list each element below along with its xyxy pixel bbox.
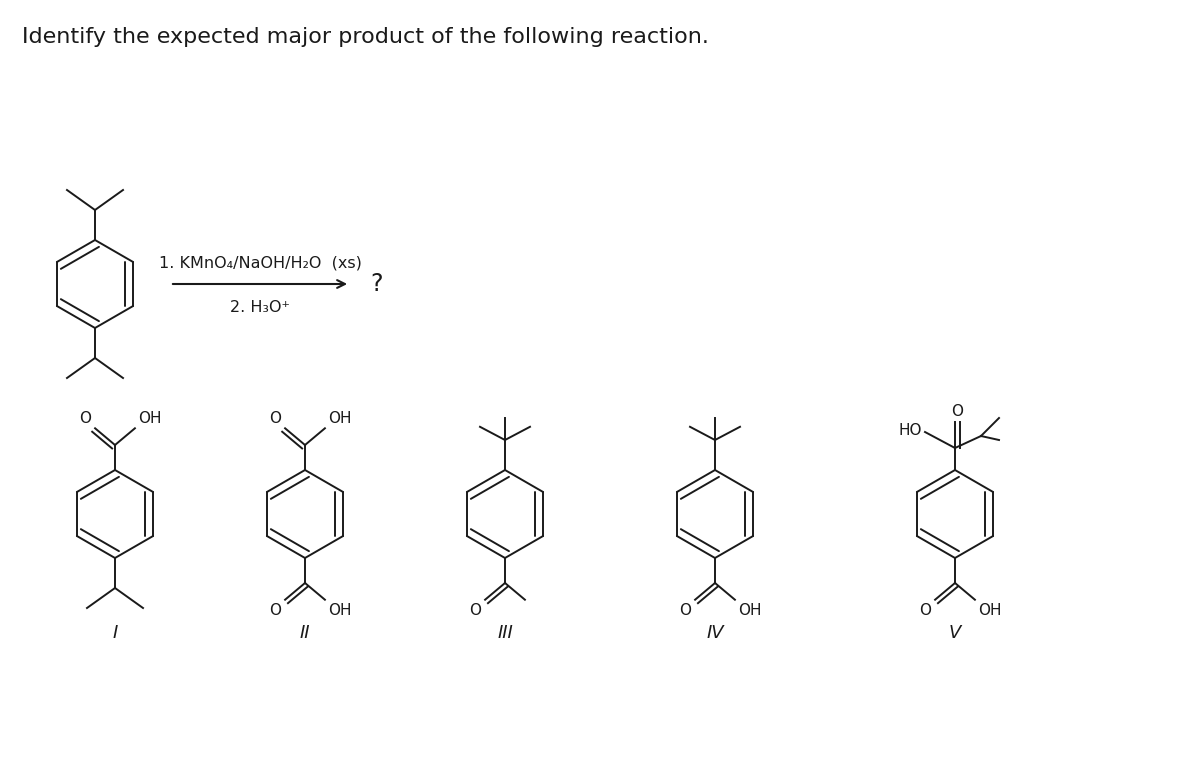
Text: OH: OH bbox=[328, 603, 352, 618]
Text: O: O bbox=[269, 411, 281, 426]
Text: O: O bbox=[269, 603, 281, 618]
Text: OH: OH bbox=[738, 603, 762, 618]
Text: O: O bbox=[469, 603, 481, 618]
Text: II: II bbox=[300, 624, 311, 642]
Text: O: O bbox=[919, 603, 931, 618]
Text: O: O bbox=[79, 411, 91, 426]
Text: O: O bbox=[952, 404, 964, 419]
Text: Identify the expected major product of the following reaction.: Identify the expected major product of t… bbox=[22, 27, 709, 47]
Text: ?: ? bbox=[370, 272, 383, 296]
Text: OH: OH bbox=[138, 411, 162, 426]
Text: O: O bbox=[679, 603, 691, 618]
Text: HO: HO bbox=[899, 422, 922, 438]
Text: V: V bbox=[949, 624, 961, 642]
Text: OH: OH bbox=[328, 411, 352, 426]
Text: 1. KMnO₄/NaOH/H₂O  (xs): 1. KMnO₄/NaOH/H₂O (xs) bbox=[158, 255, 361, 270]
Text: I: I bbox=[113, 624, 118, 642]
Text: IV: IV bbox=[706, 624, 724, 642]
Text: OH: OH bbox=[978, 603, 1002, 618]
Text: 2. H₃O⁺: 2. H₃O⁺ bbox=[230, 300, 290, 315]
Text: III: III bbox=[497, 624, 512, 642]
